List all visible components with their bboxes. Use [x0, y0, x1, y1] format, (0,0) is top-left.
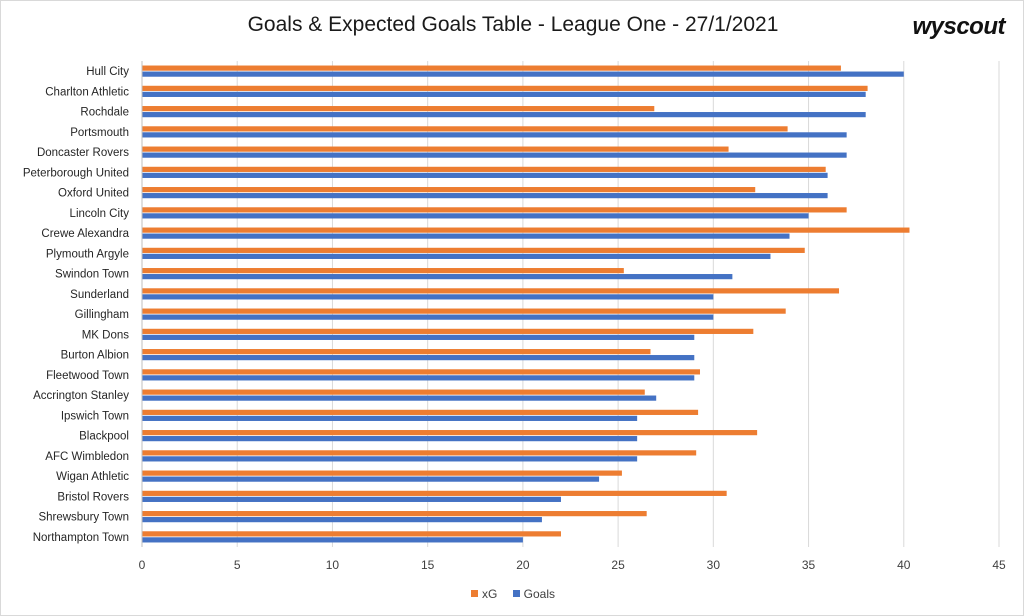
- x-tick-label: 30: [707, 558, 721, 572]
- bar-goals: [142, 132, 847, 138]
- bar-goals: [142, 91, 866, 97]
- bar-xg: [142, 65, 841, 71]
- category-label: Lincoln City: [70, 208, 130, 220]
- bar-goals: [142, 436, 638, 442]
- bar-goals: [142, 496, 561, 502]
- x-tick-label: 10: [326, 558, 340, 572]
- bar-xg: [142, 430, 758, 436]
- bar-goals: [142, 172, 828, 178]
- bar-xg: [142, 470, 622, 476]
- category-label: Bristol Rovers: [57, 491, 129, 503]
- category-label: Northampton Town: [33, 532, 129, 544]
- x-tick-label: 35: [802, 558, 816, 572]
- bar-goals: [142, 193, 828, 199]
- category-label: Ipswich Town: [61, 410, 129, 422]
- bar-xg: [142, 85, 868, 91]
- bar-xg: [142, 247, 805, 253]
- bar-goals: [142, 476, 600, 482]
- category-label: Accrington Stanley: [33, 390, 129, 402]
- category-label: Fleetwood Town: [46, 370, 129, 382]
- x-tick-label: 25: [611, 558, 625, 572]
- bar-xg: [142, 166, 826, 172]
- bar-goals: [142, 395, 657, 401]
- category-label: MK Dons: [82, 329, 130, 341]
- bar-xg: [142, 349, 651, 355]
- bar-goals: [142, 71, 904, 77]
- bar-xg: [142, 207, 847, 213]
- bar-goals: [142, 213, 809, 219]
- category-label: Peterborough United: [23, 167, 129, 179]
- bar-xg: [142, 187, 756, 193]
- bar-xg: [142, 328, 754, 334]
- category-label: Doncaster Rovers: [37, 147, 129, 159]
- category-label: Charlton Athletic: [45, 86, 129, 98]
- bar-xg: [142, 288, 840, 294]
- bar-goals: [142, 314, 714, 320]
- x-tick-label: 40: [897, 558, 911, 572]
- bar-goals: [142, 537, 523, 543]
- bar-xg: [142, 369, 701, 375]
- legend-swatch-goals: [512, 590, 520, 598]
- category-label: Plymouth Argyle: [46, 248, 129, 260]
- category-label: Blackpool: [79, 431, 129, 443]
- legend-item-goals: Goals: [512, 586, 556, 601]
- bar-goals: [142, 274, 733, 280]
- legend-label-goals: Goals: [523, 586, 556, 601]
- bar-xg: [142, 531, 561, 537]
- bar-goals: [142, 456, 638, 462]
- bar-goals: [142, 253, 771, 259]
- x-tick-label: 45: [992, 558, 1006, 572]
- category-label: Burton Albion: [61, 350, 129, 362]
- legend: xG Goals: [1, 586, 1024, 601]
- bar-goals: [142, 355, 695, 361]
- bar-xg: [142, 126, 788, 132]
- bar-goals: [142, 375, 695, 381]
- bar-xg: [142, 227, 910, 233]
- category-label: Swindon Town: [55, 269, 129, 281]
- bar-xg: [142, 106, 655, 112]
- legend-swatch-xg: [470, 590, 478, 598]
- bar-goals: [142, 294, 714, 300]
- bar-goals: [142, 415, 638, 421]
- bar-goals: [142, 517, 542, 523]
- x-tick-label: 15: [421, 558, 435, 572]
- brand-logo: wyscout: [912, 13, 1005, 40]
- bar-xg: [142, 511, 647, 517]
- x-tick-label: 20: [516, 558, 530, 572]
- category-label: Sunderland: [70, 289, 129, 301]
- bar-xg: [142, 409, 699, 415]
- category-label: Crewe Alexandra: [41, 228, 129, 240]
- bar-xg: [142, 308, 786, 314]
- bar-goals: [142, 152, 847, 158]
- bar-xg: [142, 389, 645, 395]
- category-label: Shrewsbury Town: [38, 512, 129, 524]
- legend-item-xg: xG: [470, 586, 498, 601]
- category-label: Portsmouth: [70, 127, 129, 139]
- bar-xg: [142, 268, 624, 274]
- chart-title: Goals & Expected Goals Table - League On…: [247, 13, 779, 36]
- category-label: Wigan Athletic: [56, 471, 129, 483]
- category-label: Rochdale: [80, 107, 129, 119]
- bar-goals: [142, 334, 695, 340]
- category-label: Gillingham: [75, 309, 129, 321]
- category-label: Hull City: [86, 66, 129, 78]
- legend-label-xg: xG: [481, 586, 498, 601]
- bar-xg: [142, 490, 727, 496]
- bar-goals: [142, 112, 866, 118]
- x-tick-label: 5: [234, 558, 241, 572]
- category-label: AFC Wimbledon: [45, 451, 129, 463]
- plot-area: 0 5 10 15 20 25 30 35 40 45 Hull City Charlton Athl…: [23, 61, 1006, 572]
- bar-goals: [142, 233, 790, 239]
- bar-xg: [142, 450, 697, 456]
- bar-xg: [142, 146, 729, 152]
- category-label: Oxford United: [58, 188, 129, 200]
- x-tick-label: 0: [139, 558, 146, 572]
